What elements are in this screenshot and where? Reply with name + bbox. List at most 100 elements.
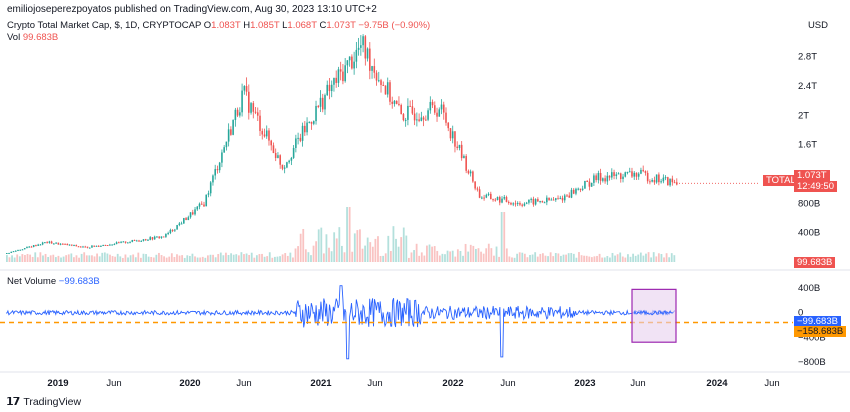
volume-bar xyxy=(596,255,598,262)
volume-bar xyxy=(392,226,395,262)
candle-body xyxy=(297,137,299,139)
volume-bar xyxy=(134,257,137,262)
volume-bar xyxy=(191,253,194,262)
candle-body xyxy=(44,242,46,244)
candle-body xyxy=(122,241,125,243)
volume-bar xyxy=(588,256,591,262)
candle-body xyxy=(55,242,57,244)
volume-bar xyxy=(415,243,418,262)
candle-body xyxy=(431,101,434,106)
volume-bar xyxy=(433,246,436,262)
candle-body xyxy=(606,175,609,182)
candle-body xyxy=(590,182,593,187)
candle-body xyxy=(50,241,53,244)
net-volume-value: −99.683B xyxy=(58,276,100,287)
candle-body xyxy=(534,199,537,205)
candle-body xyxy=(512,203,515,205)
candle-body xyxy=(205,194,208,207)
volume-bar xyxy=(518,252,521,262)
volume-bar xyxy=(129,255,132,262)
candle-body xyxy=(165,233,167,237)
candle-body xyxy=(510,203,512,205)
change-value: −9.75B (−0.90%) xyxy=(358,20,431,31)
volume-bar xyxy=(660,254,663,262)
candle-body xyxy=(429,101,432,111)
candle-body xyxy=(131,239,134,242)
currency-label[interactable]: USD xyxy=(807,20,828,31)
candle-body xyxy=(651,180,653,182)
volume-bar xyxy=(266,256,269,262)
candle-body xyxy=(127,242,129,244)
volume-bar xyxy=(668,257,671,262)
volume-bar xyxy=(65,255,68,262)
candle-body xyxy=(256,112,259,116)
candle-body xyxy=(158,236,160,238)
volume-bar xyxy=(330,251,333,262)
candle-body xyxy=(203,204,205,207)
candle-body xyxy=(272,145,275,154)
candle-body xyxy=(597,172,600,181)
volume-bar xyxy=(467,251,470,262)
candle-body xyxy=(398,103,400,105)
candle-body xyxy=(357,47,360,50)
candle-body xyxy=(183,218,185,224)
candle-body xyxy=(561,197,564,201)
candle-body xyxy=(250,103,252,113)
candle-body xyxy=(216,169,219,171)
price-axis-label: 2.4T xyxy=(798,81,817,92)
candle-body xyxy=(57,242,60,245)
candle-body xyxy=(84,246,87,248)
candle-body xyxy=(59,243,62,245)
volume-bar xyxy=(263,256,266,262)
candle-body xyxy=(637,173,640,177)
candle-body xyxy=(230,129,232,135)
candle-body xyxy=(478,189,481,198)
volume-bar xyxy=(116,253,119,262)
volume-bar xyxy=(469,244,472,262)
brand-name: TradingView xyxy=(23,395,82,408)
symbol-legend: Crypto Total Market Cap, $, 1D, CRYPTOCA… xyxy=(7,20,430,31)
candle-body xyxy=(628,171,631,173)
volume-bar xyxy=(361,248,364,262)
candle-body xyxy=(566,195,568,197)
candle-body xyxy=(599,172,602,181)
candle-body xyxy=(73,244,75,246)
volume-label: Vol xyxy=(7,32,21,43)
close-value: 1.073T xyxy=(326,20,356,31)
volume-bar xyxy=(642,255,645,262)
volume-bar xyxy=(513,257,516,262)
volume-bar xyxy=(456,249,459,262)
footer-brand[interactable]: 𝟭𝟳 TradingView xyxy=(6,395,82,409)
candle-body xyxy=(626,171,629,173)
candle-body xyxy=(355,49,358,62)
volume-bar xyxy=(279,256,281,262)
candle-body xyxy=(658,174,660,183)
candle-body xyxy=(640,169,642,174)
net-volume-line xyxy=(5,285,676,360)
volume-bar xyxy=(377,236,379,262)
volume-bar xyxy=(436,250,439,262)
candle-body xyxy=(671,178,674,183)
volume-bar xyxy=(137,252,140,262)
last-price-tag: 1.073T xyxy=(794,170,830,181)
candle-body xyxy=(460,144,463,159)
volume-bar xyxy=(289,252,292,262)
candle-body xyxy=(185,218,187,221)
volume-bar xyxy=(431,246,433,262)
candle-body xyxy=(279,155,281,165)
candle-body xyxy=(288,160,290,163)
volume-bar xyxy=(578,252,580,262)
volume-bar xyxy=(304,249,307,262)
volume-bar xyxy=(245,253,248,262)
candle-body xyxy=(252,103,255,112)
candle-body xyxy=(138,240,140,242)
candle-body xyxy=(41,242,44,245)
candle-body xyxy=(330,84,333,92)
volume-bar xyxy=(487,243,490,262)
volume-bar xyxy=(521,252,524,262)
candle-body xyxy=(30,246,33,248)
candle-body xyxy=(375,72,378,81)
volume-bar xyxy=(145,254,147,262)
candle-body xyxy=(144,239,147,241)
